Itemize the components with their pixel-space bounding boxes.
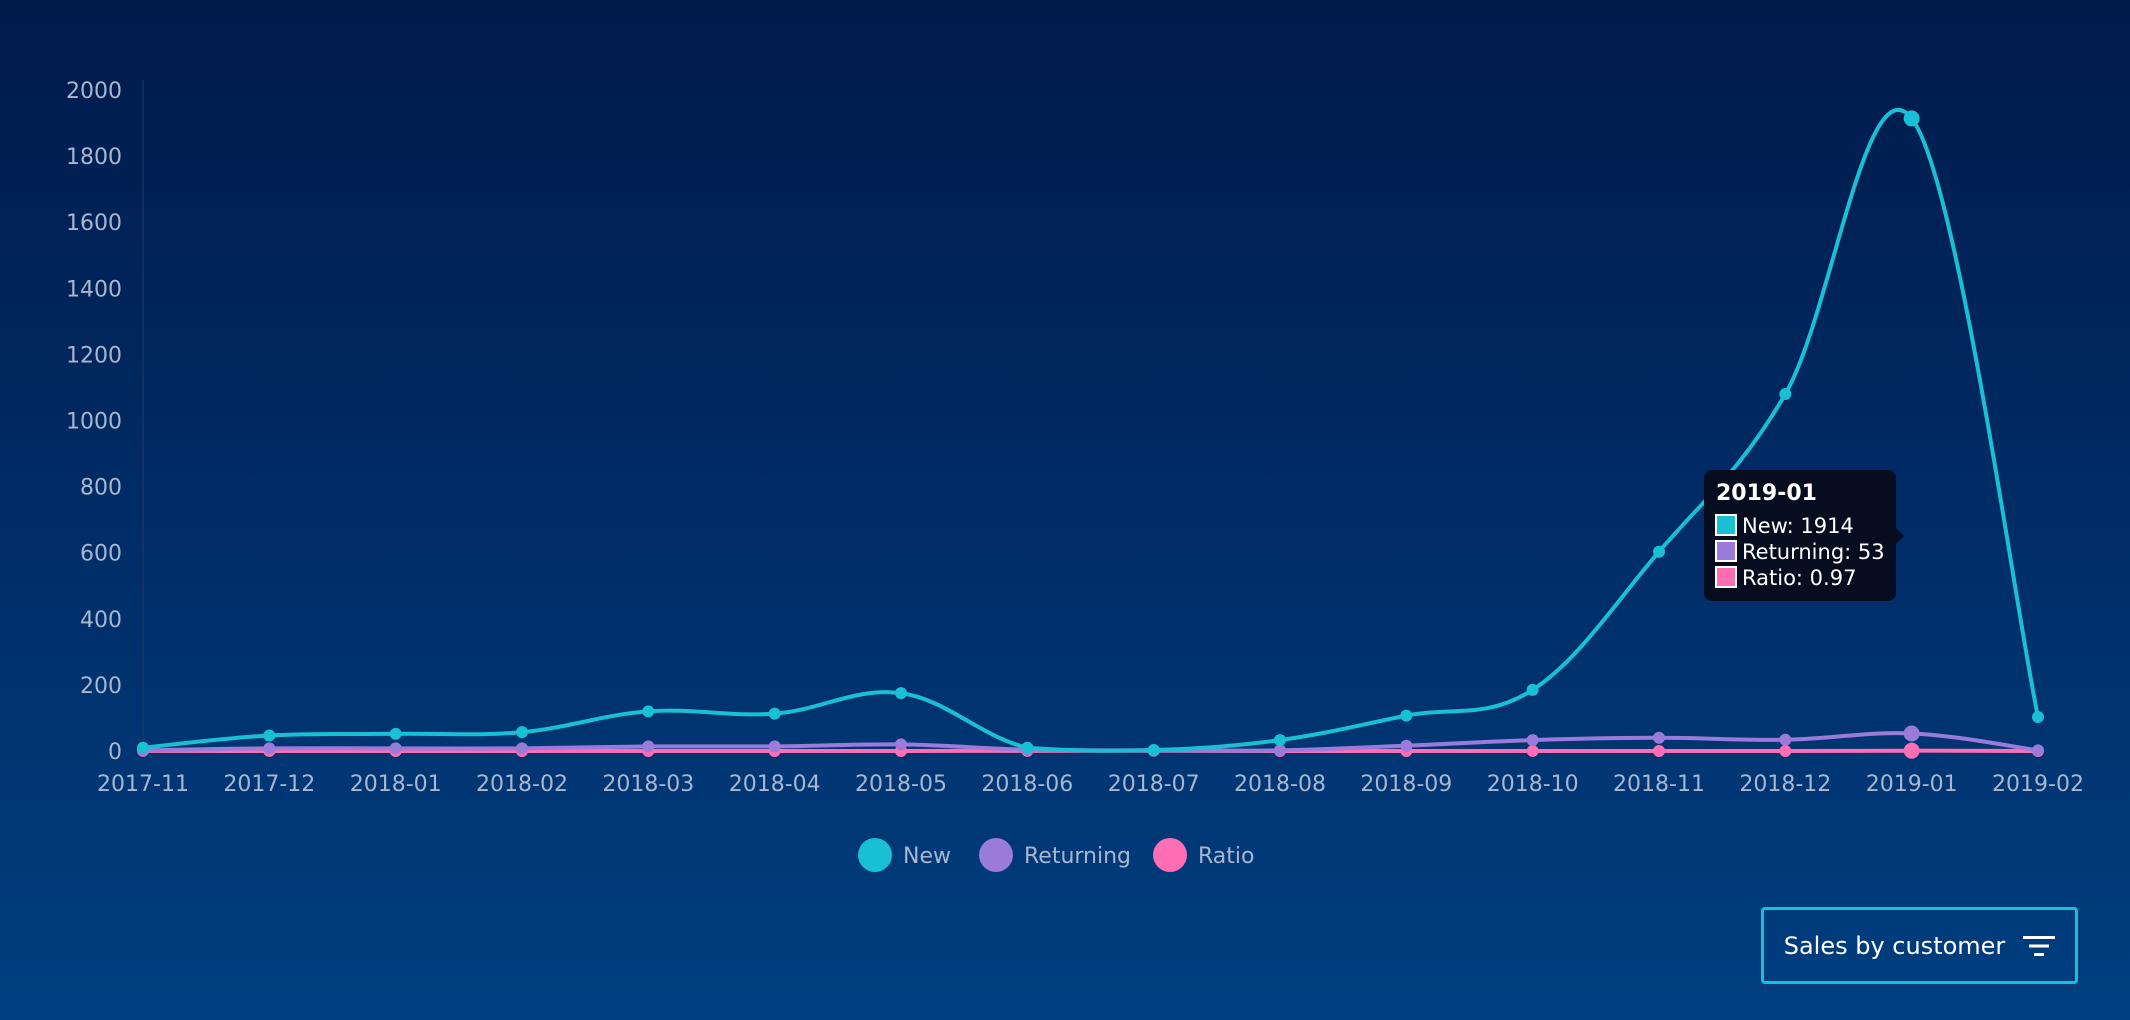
tooltip-box: [1704, 470, 1896, 601]
data-point-returning[interactable]: [389, 742, 402, 755]
x-tick-label: 2018-03: [602, 772, 694, 797]
x-axis: 2017-11 2017-12 2018-01 2018-02 2018-03 2018-…: [97, 772, 2084, 797]
x-tick-label: 2018-05: [855, 772, 947, 797]
data-point-new[interactable]: [642, 705, 655, 718]
data-point-new[interactable]: [1400, 709, 1413, 722]
data-point-returning[interactable]: [2032, 744, 2044, 757]
data-point-ratio[interactable]: [1779, 744, 1792, 757]
tooltip-line-new: New: 1914: [1742, 514, 1854, 538]
x-tick-label: 2018-02: [476, 772, 568, 797]
y-tick-label: 1000: [66, 410, 122, 435]
x-tick-label: 2018-06: [981, 772, 1073, 797]
y-tick-label: 1600: [66, 211, 122, 236]
data-point-new[interactable]: [1526, 683, 1539, 696]
data-point-new[interactable]: [516, 726, 528, 739]
legend-label-new[interactable]: New: [903, 844, 951, 869]
series-line-new: [141, 107, 2040, 753]
data-point-returning[interactable]: [263, 742, 276, 755]
tooltip-swatch-ratio: [1715, 566, 1737, 588]
data-point-returning[interactable]: [1400, 739, 1413, 752]
data-point-returning[interactable]: [1653, 731, 1665, 744]
data-point-returning[interactable]: [516, 742, 528, 755]
tooltip-swatch-new: [1715, 514, 1737, 536]
data-point-returning[interactable]: [642, 740, 655, 753]
y-tick-label: 400: [80, 608, 122, 633]
y-tick-label: 2000: [66, 79, 122, 104]
x-tick-label: 2018-04: [729, 772, 821, 797]
x-tick-label: 2019-02: [1992, 772, 2084, 797]
data-point-new[interactable]: [1021, 741, 1034, 754]
y-tick-label: 1800: [66, 145, 122, 170]
data-point-new[interactable]: [2032, 710, 2044, 723]
y-tick-label: 0: [108, 740, 122, 765]
legend-label-returning[interactable]: Returning: [1024, 844, 1131, 869]
data-point-new[interactable]: [1653, 545, 1665, 558]
x-tick-label: 2018-07: [1108, 772, 1200, 797]
data-point-ratio[interactable]: [1653, 744, 1665, 757]
y-tick-label: 600: [80, 542, 122, 567]
x-tick-label: 2018-01: [350, 772, 442, 797]
y-tick-label: 1200: [66, 343, 122, 368]
legend-marker-ratio[interactable]: [1153, 838, 1187, 872]
data-point-new[interactable]: [389, 727, 402, 740]
filter-icon: [2023, 935, 2056, 956]
data-point-new[interactable]: [1903, 110, 1920, 127]
data-point-ratio[interactable]: [1526, 744, 1539, 757]
tooltip-line-returning: Returning: 53: [1742, 540, 1885, 564]
legend: New Returning Ratio: [858, 838, 1254, 872]
data-point-new[interactable]: [137, 741, 149, 754]
x-tick-label: 2018-12: [1739, 772, 1831, 797]
data-point-returning[interactable]: [1779, 733, 1792, 746]
x-tick-label: 2018-11: [1613, 772, 1705, 797]
x-tick-label: 2018-08: [1234, 772, 1326, 797]
data-point-returning[interactable]: [768, 740, 781, 753]
legend-marker-returning[interactable]: [979, 838, 1013, 872]
data-point-returning[interactable]: [895, 738, 907, 751]
y-axis: 0 200 400 600 800 1000 1200 1400 1600 1800 2000: [66, 79, 144, 765]
data-point-new[interactable]: [263, 729, 276, 742]
sales-by-customer-label: Sales by customer: [1783, 931, 2006, 960]
x-tick-label: 2018-10: [1487, 772, 1579, 797]
data-point-returning[interactable]: [1903, 725, 1920, 742]
x-tick-label: 2017-12: [223, 772, 315, 797]
legend-label-ratio[interactable]: Ratio: [1198, 844, 1254, 869]
x-tick-label: 2018-09: [1360, 772, 1452, 797]
legend-marker-new[interactable]: [858, 838, 892, 872]
x-tick-label: 2017-11: [97, 772, 189, 797]
y-tick-label: 200: [80, 674, 122, 699]
tooltip-line-ratio: Ratio: 0.97: [1742, 566, 1856, 590]
sales-by-customer-button[interactable]: Sales by customer: [1761, 907, 2078, 984]
y-tick-label: 1400: [66, 277, 122, 302]
data-point-returning[interactable]: [1274, 744, 1286, 757]
data-point-returning[interactable]: [1526, 734, 1539, 747]
tooltip-swatch-returning: [1715, 540, 1737, 562]
data-point-new[interactable]: [768, 707, 781, 720]
data-point-new[interactable]: [1779, 388, 1792, 401]
y-tick-label: 800: [80, 476, 122, 501]
data-point-new[interactable]: [895, 687, 907, 700]
data-point-new[interactable]: [1274, 734, 1286, 747]
tooltip-title: 2019-01: [1716, 481, 1817, 506]
tooltip-pointer: [1896, 528, 1904, 544]
data-point-new[interactable]: [1147, 744, 1160, 757]
data-point-ratio[interactable]: [1903, 742, 1920, 759]
x-tick-label: 2019-01: [1866, 772, 1958, 797]
series-layer: [137, 107, 2044, 759]
